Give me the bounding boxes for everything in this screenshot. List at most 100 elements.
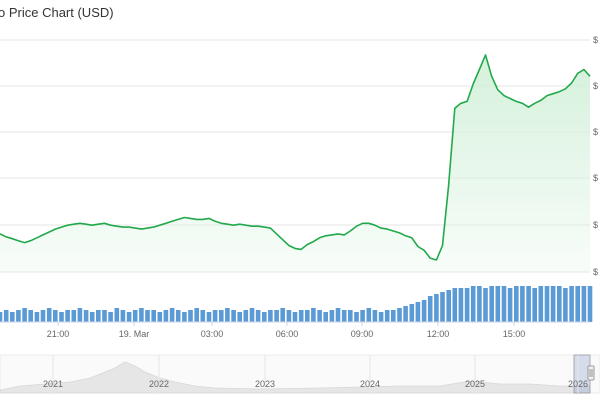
- navigator-handle[interactable]: [587, 365, 595, 381]
- volume-bar: [151, 310, 156, 322]
- volume-bar: [360, 310, 365, 322]
- volume-bar: [581, 286, 587, 322]
- volume-bar: [268, 310, 273, 322]
- volume-bar: [526, 286, 531, 322]
- volume-bar: [575, 286, 580, 322]
- volume-bar: [532, 288, 537, 322]
- volume-bar: [237, 312, 242, 322]
- chart-title: o Price Chart (USD): [0, 5, 114, 20]
- volume-bar: [470, 286, 476, 322]
- volume-bar: [464, 288, 470, 322]
- volume-bar: [22, 308, 27, 322]
- volume-bar: [378, 312, 384, 322]
- volume-bar: [59, 312, 64, 322]
- volume-bar: [163, 310, 169, 322]
- volume-bar: [483, 288, 488, 322]
- volume-bar: [458, 288, 464, 322]
- volume-bar: [311, 308, 316, 322]
- volume-bar: [563, 288, 568, 322]
- volume-bar: [120, 310, 126, 322]
- x-tick-label: 15:00: [503, 329, 526, 339]
- volume-bar: [286, 310, 292, 322]
- price-area: [0, 55, 590, 272]
- x-tick-label: 06:00: [276, 329, 299, 339]
- volume-bar: [520, 286, 525, 322]
- volume-bar: [495, 286, 501, 322]
- volume-bar: [206, 312, 212, 322]
- volume-bar: [507, 288, 513, 322]
- volume-bar: [587, 286, 593, 322]
- navigator-tick-label: 2022: [149, 379, 169, 389]
- volume-bar: [10, 312, 15, 322]
- volume-bar: [114, 308, 120, 322]
- volume-bar: [40, 310, 46, 322]
- volume-bar: [298, 310, 304, 322]
- volume-bar: [421, 300, 427, 322]
- volume-bar: [550, 286, 556, 322]
- volume-bar: [477, 286, 482, 322]
- volume-bar: [501, 286, 507, 322]
- volume-bar: [249, 308, 255, 322]
- volume-bar: [132, 310, 138, 322]
- volume-bar: [397, 308, 402, 322]
- volume-bar: [427, 296, 433, 322]
- volume-bar: [96, 310, 101, 322]
- volume-bar: [341, 310, 347, 322]
- volume-bar: [0, 312, 3, 322]
- x-tick-label: 21:00: [47, 329, 70, 339]
- x-tick-label: 09:00: [351, 329, 374, 339]
- volume-bar: [569, 286, 574, 322]
- y-tick-label: $: [593, 81, 598, 91]
- volume-bar: [391, 310, 396, 322]
- volume-bar: [108, 312, 113, 322]
- volume-bar: [489, 286, 494, 322]
- volume-bar: [53, 310, 58, 322]
- volume-bar: [219, 310, 224, 322]
- volume-bar: [348, 310, 353, 322]
- volume-bar: [71, 310, 77, 322]
- volume-bar: [243, 310, 249, 322]
- x-tick-label: 03:00: [201, 329, 224, 339]
- y-tick-label: $: [593, 267, 598, 277]
- volume-bar: [384, 310, 390, 322]
- volume-bar: [16, 310, 21, 322]
- volume-bar: [83, 310, 89, 322]
- price-line: [0, 54, 591, 261]
- volume-bar: [34, 312, 40, 322]
- volume-bar: [409, 304, 415, 322]
- volume-bar: [255, 310, 261, 322]
- volume-bar: [77, 308, 83, 322]
- volume-bar: [89, 312, 95, 322]
- x-tick-label: 12:00: [427, 329, 450, 339]
- volume-bar: [3, 310, 9, 322]
- volume-bar: [126, 312, 132, 322]
- volume-bar: [354, 312, 359, 322]
- navigator-tick-label: 2021: [43, 379, 63, 389]
- volume-bar: [323, 312, 328, 322]
- volume-bar: [200, 310, 206, 322]
- volume-bar: [514, 286, 519, 322]
- volume-bar: [182, 312, 187, 322]
- volume-bar: [102, 310, 107, 322]
- volume-bar: [28, 310, 33, 322]
- navigator-series: [0, 361, 591, 394]
- volume-bar: [557, 286, 562, 322]
- volume-bar: [446, 290, 451, 322]
- volume-bar: [292, 312, 298, 322]
- volume-bar: [440, 292, 445, 322]
- volume-bar: [280, 308, 285, 322]
- volume-bar: [194, 308, 199, 322]
- x-tick-label: 19. Mar: [119, 329, 150, 339]
- volume-bar: [225, 308, 230, 322]
- navigator-tick-label: 2023: [255, 379, 275, 389]
- y-tick-label: $: [593, 220, 598, 230]
- volume-bar: [46, 308, 52, 322]
- y-tick-label: $: [593, 127, 598, 137]
- volume-bar: [366, 308, 372, 322]
- volume-bar: [188, 310, 193, 322]
- volume-bar: [274, 310, 279, 322]
- volume-bar: [317, 310, 322, 322]
- volume-bar: [175, 310, 181, 322]
